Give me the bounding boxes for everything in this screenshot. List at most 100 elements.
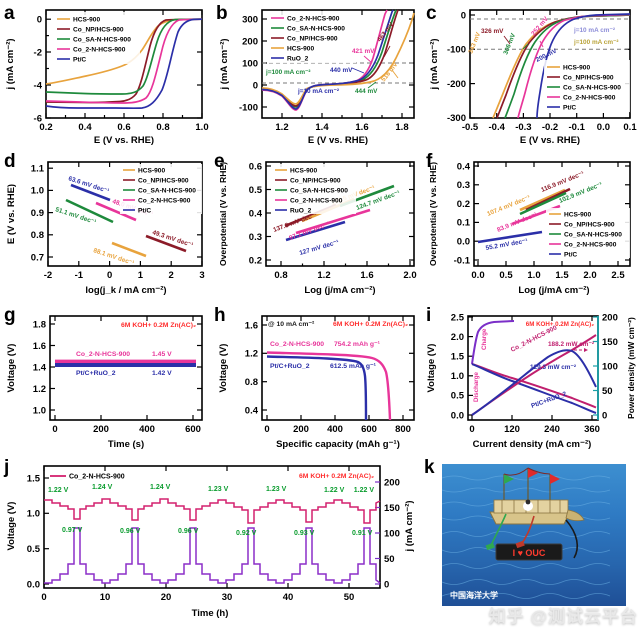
panel-i-axes: 0 120 240 360 0.0 0.5 1.0 1.5 2.0 2.5 0 … (426, 312, 636, 450)
curve-co2n (517, 13, 631, 119)
panel-b-ytick-0: -100 (239, 102, 258, 113)
flag-red (528, 468, 538, 478)
panel-d-legend-item-2: Co_SA-N-HCS-900 (138, 188, 196, 195)
panel-d-ylabel: E (V vs. RHE) (6, 184, 17, 244)
panel-h-curve-1-value: 612.5 mAh g⁻¹ (330, 363, 377, 370)
panel-c-xtick-4: -0.1 (569, 122, 586, 133)
panel-j-xtick-1: 10 (100, 592, 111, 603)
panel-g-ytick-4: 1.8 (33, 319, 46, 330)
panel-g-ytick-2: 1.4 (33, 362, 47, 373)
panel-g-label: g (4, 305, 16, 326)
panel-j-y2tick-3: 150 (384, 503, 400, 514)
tafel-hcs (111, 241, 147, 258)
panel-j-charge-5: 1.22 V (324, 487, 345, 494)
panel-c-ytick-3: -300 (447, 113, 466, 124)
panel-e-xtick-1: 1.2 (317, 270, 330, 281)
panel-i-label: i (426, 305, 432, 326)
panel-g-ytick-3: 1.6 (33, 341, 46, 352)
panel-i-y2tick-4: 200 (602, 312, 618, 323)
panel-j-discharge-4: 0.93 V (294, 530, 315, 537)
panel-i-label-power-co2n: 188.2 mW cm⁻² (548, 341, 594, 348)
panel-e-legend-item-3: Co_2-N-HCS-900 (290, 198, 343, 205)
panel-g-curve-0-name: Co_2-N-HCS-900 (76, 351, 130, 358)
tafel-conp (145, 234, 187, 253)
panel-i-ytick-3: 1.5 (451, 352, 465, 363)
panel-b-ytick-4: 300 (242, 14, 258, 25)
panel-j-discharge-3: 0.92 V (236, 530, 257, 537)
panel-e-ytick-3: 0.5 (249, 185, 263, 196)
panel-a-ylabel: j (mA cm⁻²) (5, 38, 16, 90)
panel-h-xtick-2: 400 (327, 424, 343, 435)
panel-f-legend-item-2: Co_SA-N-HCS-900 (564, 232, 622, 239)
panel-j-charge-0: 1.22 V (48, 487, 69, 494)
panel-e-legend-item-0: HCS-900 (290, 168, 317, 175)
panel-e-ytick-2: 0.4 (249, 208, 263, 219)
panel-c-xtick-2: -0.3 (515, 122, 531, 133)
panel-g-xtick-3: 600 (185, 424, 201, 435)
panel-e-ylabel: Overpotential (V vs. RHE) (218, 162, 228, 266)
panel-b-legend: Co_2-N-HCS-900 Co_SA-N-HCS-900 Co_NP/HCS… (268, 11, 356, 63)
panel-g-ytick-0: 1.0 (33, 405, 46, 416)
panel-f-xtick-5: 2.5 (611, 270, 625, 281)
charge-co2n (471, 320, 515, 365)
panel-h-axes: 0 200 400 600 800 0.4 0.8 1.2 1.6 Specif… (218, 315, 415, 450)
panel-e-ytick-0: 0.2 (249, 255, 262, 266)
panel-a-ytick-0: 0 (37, 15, 42, 26)
panel-j-charge-4: 1.23 V (266, 486, 287, 493)
panel-g-xlabel: Time (s) (108, 439, 144, 450)
panel-g-curves (55, 359, 196, 367)
panel-j-y2tick-4: 200 (384, 477, 400, 488)
panel-c-ylabel: j (mA cm⁻²) (429, 38, 440, 90)
panel-c-xtick-5: 0.0 (597, 122, 610, 133)
panel-e-xlabel: Log (j/mA cm⁻²) (304, 285, 375, 296)
panel-a-xtick-4: 1.0 (195, 122, 208, 133)
panel-f-legend-item-1: Co_NP/HCS-900 (564, 222, 615, 229)
panel-f-label: f (426, 151, 433, 172)
panel-b-ytick-3: 200 (242, 36, 258, 47)
watermark: 知乎 @测试云平台 (488, 607, 638, 626)
panel-j-legend-item-0: Co_2-N-HCS-900 (69, 474, 125, 481)
panel-b-ytick-1: 0 (253, 80, 258, 91)
panel-f-ytick-2: 0.1 (457, 218, 471, 229)
panel-a-label: a (4, 3, 15, 24)
panel-b-ylabel: j (mA cm⁻²) (219, 38, 230, 90)
panel-j-charge-3: 1.23 V (208, 486, 229, 493)
curve-cosa (45, 18, 203, 95)
panel-h-xtick-3: 600 (361, 424, 377, 435)
panel-e-xtick-3: 2.0 (403, 270, 416, 281)
panel-h-curves (266, 351, 392, 421)
panel-f-ylabel: Overpotential (V vs. RHE) (428, 162, 438, 266)
curve-ptc (536, 13, 631, 119)
panel-a-legend-item-2: Co_SA-N-HCS-900 (73, 37, 131, 44)
panel-g-condition: 6M KOH+ 0.2M Zn(AC)₂ (121, 322, 196, 329)
panel-j-discharge-labels: 0.97 V 0.96 V 0.96 V 0.92 V 0.93 V 0.91 … (62, 527, 373, 537)
panel-c-ann-j10: j=10 mA cm⁻² (573, 27, 615, 34)
panel-g-xtick-1: 200 (93, 424, 109, 435)
panel-j-ytick-1: 0.5 (27, 544, 41, 555)
panel-f-ytick-0: -0.1 (454, 255, 471, 266)
panel-h-ytick-1: 0.8 (245, 377, 258, 388)
panel-i-label-power-ptcruo2: 129.3 mW cm⁻² (530, 364, 576, 371)
panel-e: e 0.8 1.2 1.6 2.0 0.2 0.3 0.4 0.5 0.6 Lo… (212, 148, 426, 300)
panel-k: k j (mA cm⁻²) (398, 456, 642, 629)
panel-j-current-curve (44, 527, 381, 584)
panel-i-ytick-5: 2.5 (451, 312, 465, 323)
panel-i-ytick-2: 1.0 (451, 371, 464, 382)
panel-c-legend-item-3: Co_2-N-HCS-900 (563, 95, 616, 102)
panel-i-y2tick-3: 150 (602, 337, 618, 348)
panel-c-ytick-0: 0 (461, 10, 466, 21)
panel-b-legend-item-4: RuO_2 (287, 56, 309, 63)
panel-d-xtick-2: 0 (107, 270, 112, 281)
panel-j-xtick-5: 50 (344, 592, 355, 603)
panel-j-xlabel: Time (h) (192, 608, 229, 619)
flag-green (504, 474, 514, 484)
panel-d-xtick-0: -2 (44, 270, 52, 281)
panel-a-legend-item-3: Co_2-N-HCS-900 (73, 47, 126, 54)
panel-h-label: h (214, 305, 226, 326)
panel-f-legend-item-0: HCS-900 (564, 212, 591, 219)
panel-f-ytick-3: 0.2 (457, 199, 470, 210)
panel-d: d -2 -1 0 1 2 3 0.7 0.8 0.9 1.0 1.1 log(… (0, 148, 214, 300)
panel-c-ann-326: 326 mV (481, 28, 504, 35)
panel-i-xlabel: Current density (mA cm⁻²) (473, 439, 592, 450)
